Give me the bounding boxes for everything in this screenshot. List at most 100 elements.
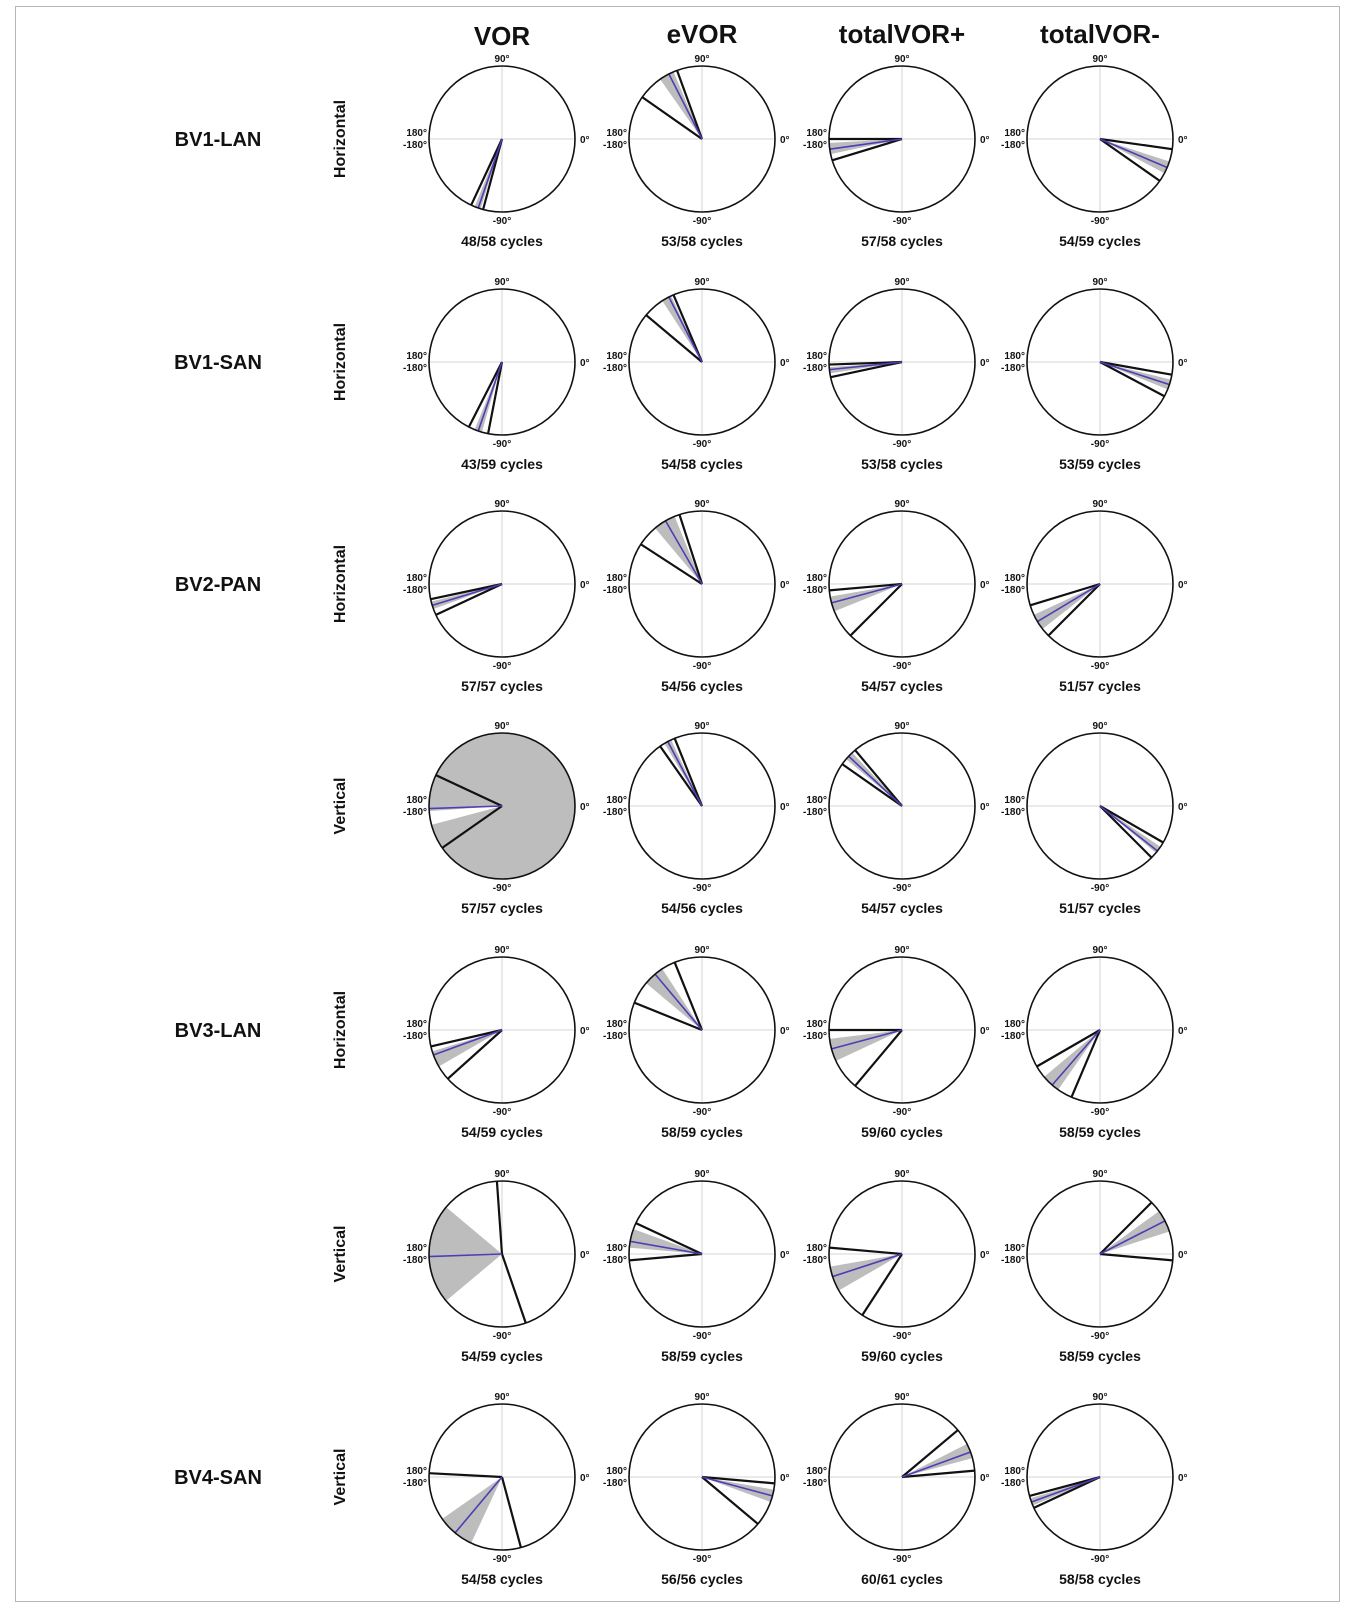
range-edge-line <box>659 745 703 807</box>
range-edge-line <box>435 583 503 616</box>
tick-label-90: 90° <box>894 54 909 65</box>
tick-label-neg90: -90° <box>893 883 911 894</box>
mean-direction-line <box>832 1253 903 1278</box>
range-edge-line <box>1033 1476 1101 1509</box>
mean-direction-line <box>1099 138 1168 169</box>
mean-direction-line <box>667 741 703 807</box>
plot-circle <box>628 956 776 1104</box>
polar-plot-totalvor: 90° 0° 180°-180° -90° 57/58 cycles <box>803 54 990 249</box>
polar-plot-vor: 90° 0° 180°-180° -90° 43/59 cycles <box>403 277 590 472</box>
polar-plot-evor: 90° 0° 180°-180° -90° 53/58 cycles <box>603 54 790 249</box>
plot-circle <box>828 732 976 880</box>
mean-direction-line <box>668 296 703 363</box>
tick-label-180: 180° <box>606 573 627 584</box>
tick-label-90: 90° <box>894 945 909 956</box>
range-edge-line <box>1029 582 1101 607</box>
mean-direction-line <box>701 1476 773 1497</box>
polar-plot-evor: 90° 0° 180°-180° -90° 54/56 cycles <box>603 499 790 694</box>
range-edge-line <box>629 1252 703 1262</box>
tick-label-0: 0° <box>980 1026 990 1037</box>
tick-label-90: 90° <box>1092 1169 1107 1180</box>
plot-circle <box>828 1403 976 1551</box>
range-edge-line <box>1029 1475 1101 1497</box>
range-edge-line <box>482 138 504 210</box>
cycles-caption: 51/57 cycles <box>1059 678 1141 694</box>
tick-label-neg180: -180° <box>803 1255 827 1266</box>
tick-label-0: 0° <box>980 135 990 146</box>
plot-circle <box>428 1180 576 1328</box>
plane-label: Vertical <box>332 1226 349 1283</box>
tick-label-neg90: -90° <box>493 1554 511 1565</box>
range-edge-line <box>701 1475 775 1485</box>
tick-label-neg90: -90° <box>693 1554 711 1565</box>
range-edge-line <box>486 361 504 434</box>
tick-label-0: 0° <box>980 802 990 813</box>
tick-label-90: 90° <box>494 1169 509 1180</box>
tick-label-0: 0° <box>1178 802 1188 813</box>
cycles-caption: 51/57 cycles <box>1059 900 1141 916</box>
range-edge-line <box>1099 1201 1153 1255</box>
tick-label-90: 90° <box>894 1392 909 1403</box>
range-edge-line <box>635 1222 703 1255</box>
cycles-caption: 57/57 cycles <box>461 900 543 916</box>
polar-plot-totalvor: 90° 0° 180°-180° -90° 54/57 cycles <box>803 499 990 694</box>
plane-label: Vertical <box>332 778 349 835</box>
mean-direction-line <box>1031 1476 1101 1503</box>
cycles-caption: 48/58 cycles <box>461 233 543 249</box>
confidence-sector <box>432 1030 502 1067</box>
tick-label-90: 90° <box>1092 721 1107 732</box>
tick-label-neg90: -90° <box>493 661 511 672</box>
mean-direction-line <box>664 520 703 585</box>
tick-label-180: 180° <box>1004 573 1025 584</box>
cycles-caption: 53/58 cycles <box>661 233 743 249</box>
tick-label-90: 90° <box>494 1392 509 1403</box>
tick-label-180: 180° <box>1004 351 1025 362</box>
tick-label-0: 0° <box>780 1473 790 1484</box>
tick-label-180: 180° <box>806 1019 827 1030</box>
plot-circle <box>428 510 576 658</box>
tick-label-90: 90° <box>494 54 509 65</box>
polar-plot-totalvor: 90° 0° 180°-180° -90° 51/57 cycles <box>1001 721 1188 916</box>
polar-plot-vor: 90° 0° 180°-180° -90° 54/59 cycles <box>403 1169 590 1364</box>
plot-row: BV1-LAN Horizontal90°0°180°-180°-90°48/58… <box>175 54 1188 249</box>
plot-circle <box>828 288 976 436</box>
tick-label-neg180: -180° <box>1001 363 1025 374</box>
mean-direction-line <box>431 583 503 607</box>
tick-label-180: 180° <box>606 1466 627 1477</box>
mean-direction-line <box>477 138 503 209</box>
range-edge-line <box>901 1469 975 1479</box>
range-edge-line <box>441 805 503 849</box>
tick-label-neg180: -180° <box>403 585 427 596</box>
tick-label-90: 90° <box>1092 277 1107 288</box>
plot-circle <box>1026 510 1174 658</box>
range-edge-line <box>500 1476 522 1548</box>
tick-label-180: 180° <box>606 128 627 139</box>
mean-direction-line <box>829 361 903 371</box>
cycles-caption: 54/59 cycles <box>1059 233 1141 249</box>
plot-circle <box>428 956 576 1104</box>
tick-label-90: 90° <box>694 721 709 732</box>
tick-label-neg90: -90° <box>493 883 511 894</box>
tick-label-180: 180° <box>406 1466 427 1477</box>
plot-circle <box>828 510 976 658</box>
tick-label-neg180: -180° <box>803 140 827 151</box>
plot-circle <box>828 956 976 1104</box>
tick-label-0: 0° <box>780 1026 790 1037</box>
tick-label-90: 90° <box>894 1169 909 1180</box>
tick-label-neg90: -90° <box>493 1331 511 1342</box>
polar-plot-evor: 90° 0° 180°-180° -90° 58/59 cycles <box>603 1169 790 1364</box>
column-title-totalvor-minus: totalVOR- <box>1040 19 1160 49</box>
tick-label-180: 180° <box>606 351 627 362</box>
range-edge-line <box>841 763 903 807</box>
confidence-sector <box>702 1477 774 1502</box>
range-edge-line <box>849 583 903 637</box>
range-edge-line <box>633 1001 703 1032</box>
cycles-caption: 58/58 cycles <box>1059 1571 1141 1587</box>
tick-label-180: 180° <box>406 1243 427 1254</box>
range-edge-line <box>678 514 704 585</box>
cycles-caption: 53/59 cycles <box>1059 456 1141 472</box>
tick-label-0: 0° <box>780 135 790 146</box>
tick-label-0: 0° <box>1178 1026 1188 1037</box>
cycles-caption: 58/59 cycles <box>1059 1124 1141 1140</box>
column-title-totalvor-plus: totalVOR+ <box>839 19 965 49</box>
